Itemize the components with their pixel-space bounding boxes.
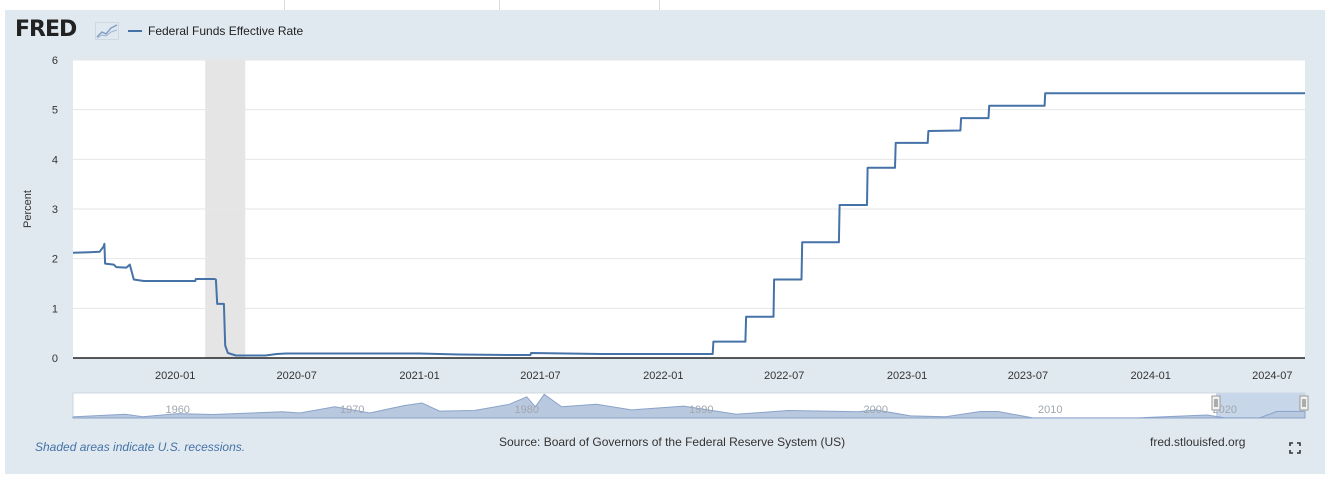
navigator-label: 1980 <box>514 404 538 416</box>
legend-label: Federal Funds Effective Rate <box>148 24 304 38</box>
series-line <box>72 92 1305 357</box>
x-tick-label: 2022-07 <box>764 370 804 382</box>
y-tick-label: 5 <box>52 105 58 117</box>
y-tick-label: 2 <box>52 254 58 266</box>
x-tick-label: 2021-07 <box>520 370 560 382</box>
x-tick-label: 2023-01 <box>887 370 927 382</box>
tab-divider <box>499 0 500 10</box>
recession-note: Shaded areas indicate U.S. recessions. <box>35 440 246 454</box>
fred-logo[interactable]: FRED <box>15 17 77 42</box>
x-tick-label: 2023-07 <box>1008 370 1048 382</box>
x-tick-label: 2022-01 <box>643 370 683 382</box>
x-tick-label: 2024-07 <box>1252 370 1292 382</box>
navigator-area <box>72 393 1306 419</box>
y-tick-label: 0 <box>52 353 58 365</box>
fred-chart-icon <box>95 22 119 40</box>
tab-divider <box>659 0 660 10</box>
source-note: Source: Board of Governors of the Federa… <box>499 435 846 449</box>
y-tick-label: 4 <box>52 154 58 166</box>
navigator-left-handle[interactable] <box>1211 395 1221 411</box>
fullscreen-icon[interactable] <box>1289 442 1301 454</box>
navigator-label: 1990 <box>689 404 713 416</box>
navigator-right-handle[interactable] <box>1299 395 1309 411</box>
x-tick-label: 2020-07 <box>277 370 317 382</box>
x-tick-label: 2024-01 <box>1131 370 1171 382</box>
y-axis-label: Percent <box>22 190 34 228</box>
navigator-label: 1970 <box>340 404 364 416</box>
chart-legend[interactable]: Federal Funds Effective Rate <box>128 23 303 39</box>
y-tick-label: 3 <box>52 204 58 216</box>
navigator-label: 2010 <box>1038 404 1062 416</box>
x-tick-label: 2020-01 <box>155 370 195 382</box>
y-tick-label: 6 <box>52 55 58 67</box>
navigator-label: 2000 <box>863 404 887 416</box>
navigator-label: 1960 <box>165 404 189 416</box>
site-link[interactable]: fred.stlouisfed.org <box>1150 435 1246 449</box>
y-tick-label: 1 <box>52 303 58 315</box>
x-tick-label: 2021-01 <box>399 370 439 382</box>
tab-divider <box>284 0 285 10</box>
legend-line-swatch <box>128 30 142 32</box>
